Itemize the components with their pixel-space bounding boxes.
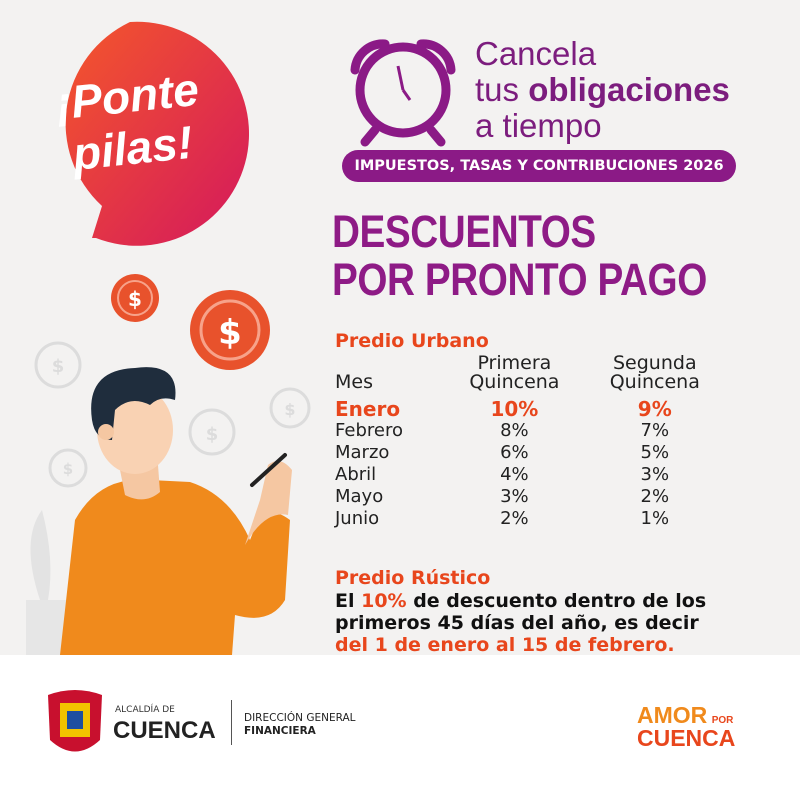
svg-text:$: $ [63, 460, 73, 478]
coat-of-arms [48, 690, 102, 752]
heading-line: POR PRONTO PAGO [332, 254, 707, 305]
title-text: a tiempo [475, 107, 602, 144]
org-name: CUENCA [113, 717, 216, 744]
discount-cell: 5% [640, 442, 670, 463]
discount-cell: 7% [640, 420, 670, 441]
text-line: del 1 de enero al 15 de febrero. [335, 634, 675, 656]
table-row: Junio 2% 1% [335, 508, 725, 530]
table-row: Abril 4% 3% [335, 464, 725, 486]
svg-text:$: $ [52, 356, 65, 377]
header-line: Mes [335, 371, 373, 393]
title-line: tus obligaciones [475, 72, 730, 108]
month-cell: Marzo [335, 442, 390, 463]
heading: DESCUENTOS POR PRONTO PAGO [332, 208, 707, 304]
month-cell: Enero [335, 397, 401, 421]
discount-cell: 3% [500, 486, 529, 507]
discount-cell: 4% [500, 464, 529, 485]
discount-cell: 6% [500, 442, 529, 463]
text: de descuento dentro de los [406, 590, 707, 612]
text: El [335, 590, 362, 612]
header-line: Quincena [469, 371, 560, 393]
table-row: Enero 10% 9% [335, 398, 725, 420]
title-text: tus [475, 71, 529, 108]
month-cell: Mayo [335, 486, 384, 507]
heading-line: DESCUENTOS [332, 206, 596, 257]
svg-text:$: $ [206, 424, 219, 445]
org-small: ALCALDÍA DE [115, 705, 175, 715]
text-line: primeros 45 días del año, es decir [335, 612, 699, 634]
discount-cell: 1% [640, 508, 670, 529]
header-row: Mes Primera Quincena Segunda Quincena [335, 354, 725, 398]
brand-word: POR [711, 715, 734, 726]
table-row: Febrero 8% 7% [335, 420, 725, 442]
discount-cell: 2% [640, 486, 670, 507]
svg-text:$: $ [128, 287, 142, 311]
header-title: Cancela tus obligaciones a tiempo [475, 36, 730, 144]
month-cell: Abril [335, 464, 377, 485]
section-title: Predio Urbano [335, 330, 489, 352]
discount-table: Mes Primera Quincena Segunda Quincena Enero 1… [335, 354, 725, 530]
column-header: Segunda Quincena [585, 354, 725, 398]
section-title: Predio Rústico [335, 567, 491, 589]
text-line: El 10% de descuento dentro de los [335, 590, 706, 612]
title-emphasis: obligaciones [528, 71, 730, 108]
brand-logo: AMOR POR CUENCA [637, 702, 735, 752]
discount-cell: 2% [500, 508, 529, 529]
header-line: Segunda [612, 352, 697, 374]
svg-text:$: $ [284, 400, 295, 419]
header-line: Quincena [609, 371, 700, 393]
discount-cell: 9% [637, 397, 672, 421]
footer-band [0, 655, 800, 800]
title-text: Cancela [475, 35, 597, 72]
column-header: Mes [335, 354, 444, 398]
table-body: Enero 10% 9% Febrero 8% 7% Marzo 6% 5% Abril 4% 3% M… [335, 398, 725, 530]
discount-cell: 10% [490, 397, 539, 421]
title-line: a tiempo [475, 108, 730, 144]
separator [231, 700, 232, 745]
table-row: Mayo 3% 2% [335, 486, 725, 508]
department-line: DIRECCIÓN GENERAL [244, 712, 356, 724]
svg-text:$: $ [218, 313, 242, 353]
highlight: 10% [361, 590, 407, 612]
header-line: Primera [477, 352, 552, 374]
rustico-text: El 10% de descuento dentro de los primer… [335, 590, 706, 656]
month-cell: Febrero [335, 420, 403, 441]
department-line: FINANCIERA [244, 725, 316, 737]
department: DIRECCIÓN GENERAL FINANCIERA [244, 712, 356, 738]
title-line: Cancela [475, 36, 730, 72]
column-header: Primera Quincena [444, 354, 584, 398]
discount-cell: 3% [640, 464, 670, 485]
brand-word: AMOR [637, 702, 708, 728]
month-cell: Junio [335, 508, 380, 529]
discount-cell: 8% [500, 420, 529, 441]
badge: ¡Ponte pilas! [25, 60, 235, 184]
brand-word: CUENCA [637, 725, 736, 751]
banner: IMPUESTOS, TASAS Y CONTRIBUCIONES 2026 [342, 150, 736, 182]
table-row: Marzo 6% 5% [335, 442, 725, 464]
